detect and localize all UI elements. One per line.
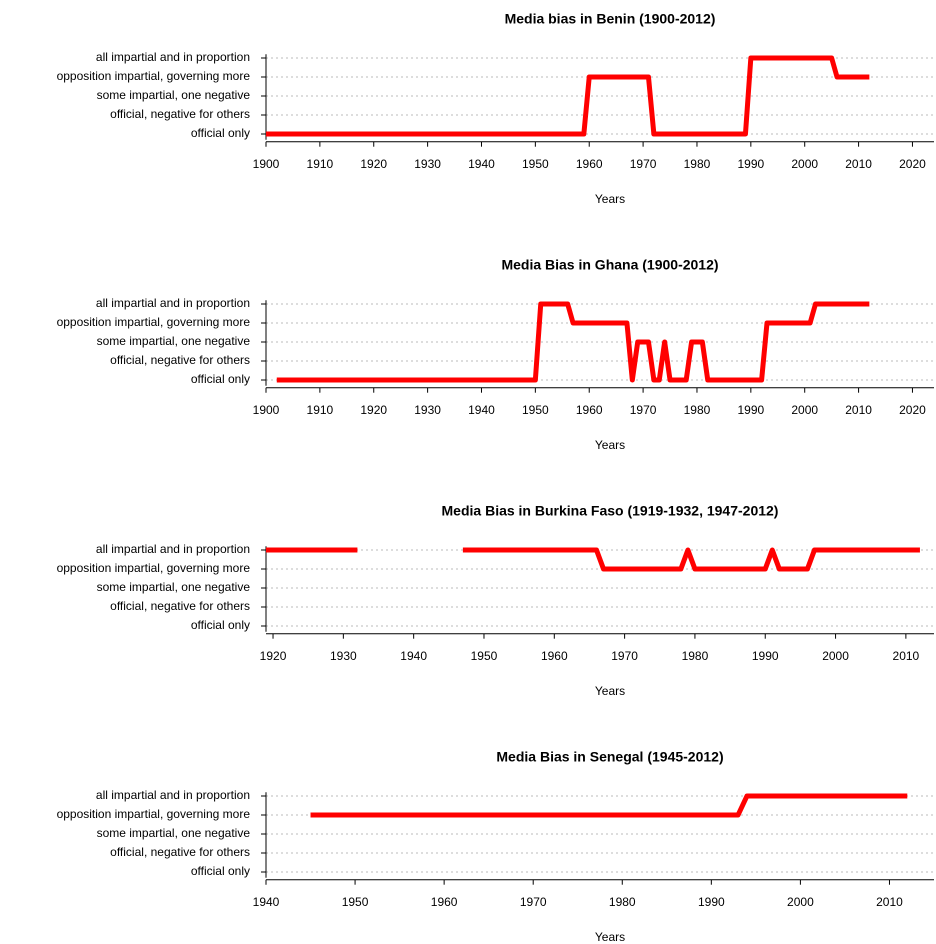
x-tick-label: 2000 xyxy=(791,157,818,171)
x-tick-label: 1960 xyxy=(541,649,568,663)
x-axis-label: Years xyxy=(595,930,625,944)
x-tick-label: 1980 xyxy=(682,649,709,663)
chart-title: Media bias in Benin (1900-2012) xyxy=(505,11,716,27)
panel: Media bias in Benin (1900-2012) Years offi… xyxy=(57,11,934,206)
x-tick-label: 2020 xyxy=(899,157,926,171)
x-tick-label: 2000 xyxy=(787,895,814,909)
x-tick-label: 1970 xyxy=(630,157,657,171)
x-tick-label: 1970 xyxy=(611,649,638,663)
x-tick-label: 1910 xyxy=(307,403,334,417)
panel: Media Bias in Senegal (1945-2012) Years of… xyxy=(57,749,934,944)
x-axis-label: Years xyxy=(595,684,625,698)
data-line xyxy=(276,301,870,383)
y-tick-label: opposition impartial, governing more xyxy=(57,69,251,83)
y-tick-label: official, negative for others xyxy=(110,599,250,613)
x-tick-label: 1940 xyxy=(468,157,495,171)
y-tick-label: some impartial, one negative xyxy=(97,88,251,102)
y-tick-label: all impartial and in proportion xyxy=(96,296,250,310)
x-axis-label: Years xyxy=(595,192,625,206)
x-tick-label: 1950 xyxy=(342,895,369,909)
x-tick-label: 2010 xyxy=(845,403,872,417)
x-tick-label: 2010 xyxy=(893,649,920,663)
x-tick-label: 2010 xyxy=(876,895,903,909)
x-tick-label: 2010 xyxy=(845,157,872,171)
y-tick-label: official only xyxy=(191,864,250,878)
y-tick-label: all impartial and in proportion xyxy=(96,788,250,802)
x-tick-label: 1950 xyxy=(522,157,549,171)
panel: Media Bias in Burkina Faso (1919-1932, 1… xyxy=(57,503,934,698)
y-tick-label: official, negative for others xyxy=(110,845,250,859)
x-tick-label: 1940 xyxy=(400,649,427,663)
x-tick-label: 1920 xyxy=(360,157,387,171)
y-tick-label: opposition impartial, governing more xyxy=(57,315,251,329)
x-tick-label: 1910 xyxy=(307,157,334,171)
y-tick-label: official, negative for others xyxy=(110,107,250,121)
x-tick-label: 1990 xyxy=(737,403,764,417)
x-tick-label: 1950 xyxy=(471,649,498,663)
x-tick-label: 1930 xyxy=(414,403,441,417)
x-tick-label: 1960 xyxy=(576,403,603,417)
chart-title: Media Bias in Burkina Faso (1919-1932, 1… xyxy=(442,503,779,519)
chart-title: Media Bias in Ghana (1900-2012) xyxy=(501,257,718,273)
x-tick-label: 1920 xyxy=(360,403,387,417)
x-tick-label: 1990 xyxy=(737,157,764,171)
y-tick-label: opposition impartial, governing more xyxy=(57,561,251,575)
y-tick-label: all impartial and in proportion xyxy=(96,50,250,64)
x-tick-label: 1900 xyxy=(253,157,280,171)
x-tick-label: 2000 xyxy=(822,649,849,663)
y-tick-label: all impartial and in proportion xyxy=(96,542,250,556)
x-tick-label: 1900 xyxy=(253,403,280,417)
x-tick-label: 2020 xyxy=(899,403,926,417)
data-line xyxy=(266,547,920,572)
x-tick-label: 1990 xyxy=(752,649,779,663)
y-tick-label: official only xyxy=(191,126,250,140)
x-tick-label: 1950 xyxy=(522,403,549,417)
x-tick-label: 1980 xyxy=(609,895,636,909)
y-tick-label: official only xyxy=(191,372,250,386)
x-tick-label: 1930 xyxy=(414,157,441,171)
x-tick-label: 1960 xyxy=(431,895,458,909)
x-axis-label: Years xyxy=(595,438,625,452)
chart-title: Media Bias in Senegal (1945-2012) xyxy=(496,749,723,765)
y-tick-label: some impartial, one negative xyxy=(97,826,251,840)
y-tick-label: official, negative for others xyxy=(110,353,250,367)
y-tick-label: official only xyxy=(191,618,250,632)
x-tick-label: 1930 xyxy=(330,649,357,663)
panel: Media Bias in Ghana (1900-2012) Years offi… xyxy=(57,257,934,452)
data-line xyxy=(310,793,908,818)
y-tick-label: opposition impartial, governing more xyxy=(57,807,251,821)
x-tick-label: 1970 xyxy=(520,895,547,909)
data-line xyxy=(266,55,870,137)
x-tick-label: 1990 xyxy=(698,895,725,909)
x-tick-label: 1940 xyxy=(468,403,495,417)
x-tick-label: 1960 xyxy=(576,157,603,171)
y-tick-label: some impartial, one negative xyxy=(97,334,251,348)
x-tick-label: 1970 xyxy=(630,403,657,417)
x-tick-label: 1920 xyxy=(260,649,287,663)
y-tick-label: some impartial, one negative xyxy=(97,580,251,594)
x-tick-label: 1940 xyxy=(253,895,280,909)
x-tick-label: 1980 xyxy=(684,403,711,417)
x-tick-label: 1980 xyxy=(684,157,711,171)
x-tick-label: 2000 xyxy=(791,403,818,417)
